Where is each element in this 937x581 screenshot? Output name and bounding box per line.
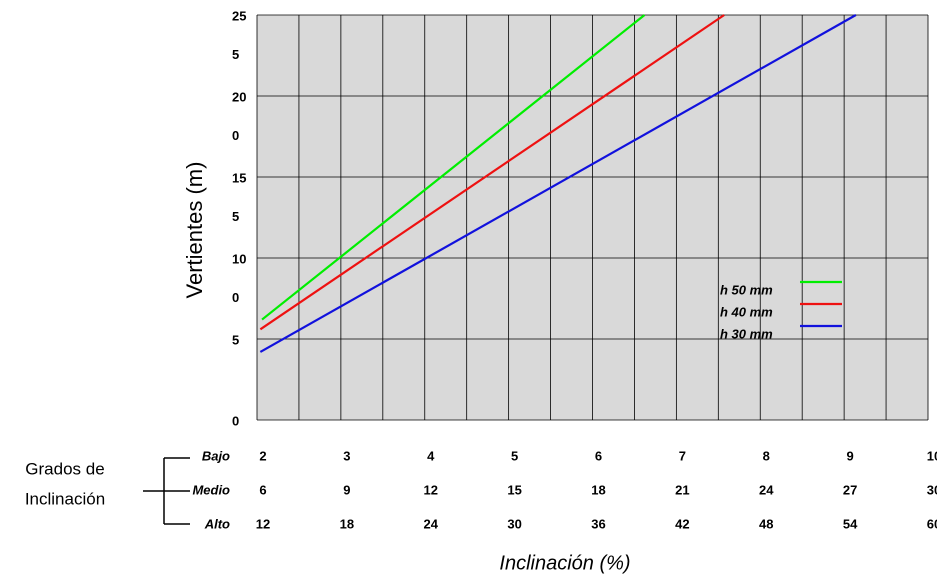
x-group-label: Grados de: [25, 459, 104, 478]
y-tick-label: 5: [232, 47, 239, 62]
x-tick-label: 6: [595, 448, 602, 463]
x-tick-label: 30: [507, 516, 521, 531]
y-tick-label: 15: [232, 170, 246, 185]
series-line: [261, 14, 646, 321]
x-tick-label: 60: [927, 516, 937, 531]
x-tick-label: 30: [927, 482, 937, 497]
x-row-name: Alto: [204, 516, 230, 531]
x-tick-label: 7: [679, 448, 686, 463]
x-group-label: Inclinación: [25, 489, 105, 508]
legend-label: h 50 mm: [720, 282, 773, 297]
x-tick-label: 8: [763, 448, 770, 463]
x-tick-label: 6: [259, 482, 266, 497]
series-line: [259, 14, 725, 331]
y-tick-label: 0: [232, 413, 239, 428]
y-tick-label: 0: [232, 290, 239, 305]
legend-label: h 30 mm: [720, 326, 773, 341]
x-tick-label: 5: [511, 448, 518, 463]
y-tick-label: 0: [232, 128, 239, 143]
x-tick-label: 54: [843, 516, 858, 531]
x-axis-label: Inclinación (%): [499, 552, 630, 574]
y-tick-label: 5: [232, 332, 239, 347]
x-tick-label: 42: [675, 516, 689, 531]
x-tick-label: 18: [340, 516, 354, 531]
x-tick-label: 36: [591, 516, 605, 531]
x-tick-label: 18: [591, 482, 605, 497]
legend-label: h 40 mm: [720, 304, 773, 319]
x-tick-label: 27: [843, 482, 857, 497]
x-tick-label: 12: [256, 516, 270, 531]
y-axis-label: Vertientes (m): [182, 162, 207, 299]
x-tick-label: 2: [259, 448, 266, 463]
x-tick-label: 9: [343, 482, 350, 497]
bracket: [143, 457, 190, 525]
x-row-name: Medio: [192, 482, 230, 497]
y-tick-label: 20: [232, 89, 246, 104]
series-line: [259, 14, 857, 353]
x-tick-label: 21: [675, 482, 689, 497]
x-row-name: Bajo: [202, 448, 230, 463]
x-tick-label: 24: [759, 482, 774, 497]
x-tick-label: 10: [927, 448, 937, 463]
y-tick-label: 10: [232, 251, 246, 266]
y-tick-label: 5: [232, 209, 239, 224]
x-tick-label: 12: [424, 482, 438, 497]
x-tick-label: 9: [847, 448, 854, 463]
x-tick-label: 48: [759, 516, 773, 531]
x-tick-label: 15: [507, 482, 521, 497]
x-tick-label: 24: [424, 516, 439, 531]
y-tick-label: 25: [232, 8, 246, 23]
x-tick-label: 3: [343, 448, 350, 463]
x-tick-label: 4: [427, 448, 435, 463]
